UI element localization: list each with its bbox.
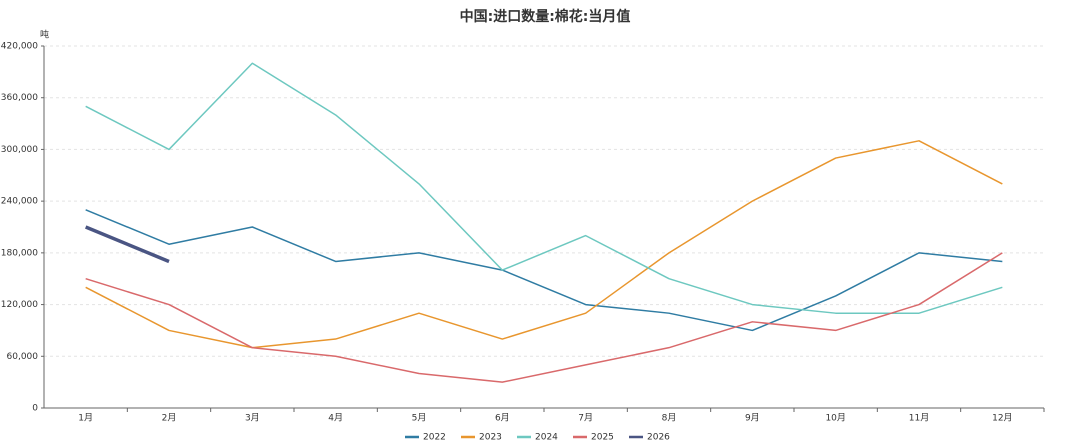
y-tick-label: 120,000	[1, 300, 38, 310]
y-tick-label: 240,000	[1, 197, 38, 207]
x-tick-label: 6月	[495, 413, 510, 424]
x-tick-label: 5月	[412, 413, 427, 424]
x-tick-label: 3月	[245, 413, 260, 424]
chart-title: 中国:进口数量:棉花:当月值	[460, 8, 631, 25]
legend-label: 2022	[423, 433, 446, 443]
x-tick-label: 4月	[328, 413, 343, 424]
y-unit: 吨	[40, 29, 49, 41]
x-tick-label: 11月	[909, 413, 929, 424]
y-tick-label: 300,000	[1, 145, 38, 155]
y-tick-label: 420,000	[1, 42, 38, 52]
x-tick-label: 9月	[745, 413, 760, 424]
x-tick-label: 10月	[825, 413, 845, 424]
x-tick-label: 12月	[992, 413, 1012, 424]
x-tick-label: 1月	[78, 413, 93, 424]
series-line	[85, 140, 1003, 349]
legend-label: 2024	[535, 433, 558, 443]
x-tick-label: 8月	[662, 413, 677, 424]
y-tick-label: 360,000	[1, 93, 38, 103]
x-tick-label: 7月	[578, 413, 593, 424]
series-line	[85, 209, 1003, 332]
y-tick-label: 0	[32, 404, 38, 414]
y-tick-label: 60,000	[7, 352, 39, 362]
y-tick-label: 180,000	[1, 248, 38, 258]
series-line	[85, 252, 1003, 383]
legend-label: 2023	[479, 433, 502, 443]
legend-label: 2026	[647, 433, 670, 443]
series-line	[84, 225, 170, 264]
legend-label: 2025	[591, 433, 614, 443]
x-tick-label: 2月	[162, 413, 177, 424]
series-line	[85, 62, 1003, 314]
